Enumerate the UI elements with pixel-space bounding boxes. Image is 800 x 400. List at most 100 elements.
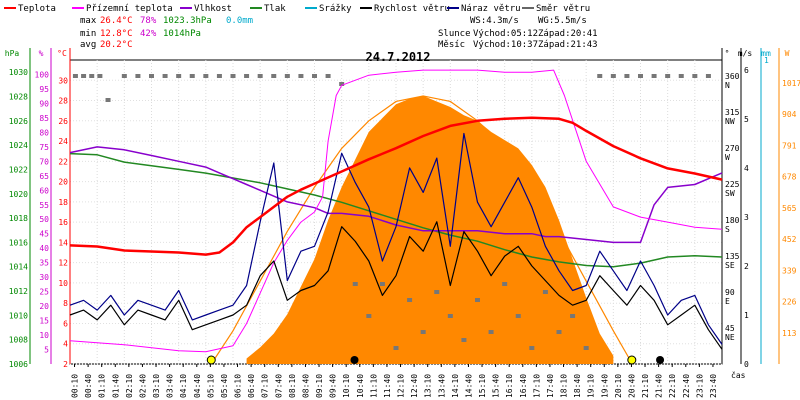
x-tick-label: 03:40 bbox=[166, 374, 175, 398]
chart-title: 24.7.2012 bbox=[365, 50, 430, 64]
pressure-tick-label: 1026 bbox=[9, 117, 28, 126]
wind-direction-point bbox=[447, 314, 453, 318]
wind-direction-point bbox=[705, 74, 711, 78]
temp_c-tick-label: 2 bbox=[63, 360, 68, 369]
wind-direction-point bbox=[678, 74, 684, 78]
x-tick-label: 18:40 bbox=[573, 374, 582, 398]
wind-direction-point bbox=[393, 346, 399, 350]
stat-sunset: Západ:20:41 bbox=[538, 29, 598, 39]
x-tick-label: 01:10 bbox=[98, 374, 107, 398]
solar-tick-label: 452 bbox=[782, 235, 797, 244]
wind-direction-point bbox=[692, 74, 698, 78]
wind-direction-point bbox=[121, 74, 127, 78]
stat-moon-label: Měsíc bbox=[438, 40, 465, 50]
wind-direction-point bbox=[339, 82, 345, 86]
wind_speed-tick-label: 3 bbox=[744, 213, 749, 222]
stat-wg: WG:5.5m/s bbox=[538, 16, 587, 26]
legend: Teplota Přízemní teplota Vlhkost Tlak Srážky… bbox=[4, 4, 590, 14]
x-tick-label: 07:10 bbox=[261, 374, 270, 398]
x-tick-label: 06:40 bbox=[247, 374, 256, 398]
wind-direction-point bbox=[352, 282, 358, 286]
wind-direction-point bbox=[216, 74, 222, 78]
wind-direction-point bbox=[407, 298, 413, 302]
temp_c-tick-label: 20 bbox=[58, 178, 68, 187]
x-tick-label: 16:40 bbox=[519, 374, 528, 398]
stat-max-press: 1023.3hPa bbox=[163, 16, 212, 26]
series-wind-gust-line bbox=[69, 132, 723, 345]
series-pressure-line bbox=[69, 152, 723, 268]
humidity-tick-label: 90 bbox=[39, 99, 49, 108]
wind_dir-tick-sublabel: S bbox=[725, 225, 730, 234]
x-tick-label: 15:10 bbox=[478, 374, 487, 398]
wind-direction-point bbox=[81, 74, 87, 78]
temp_c-tick-label: 28 bbox=[58, 97, 68, 106]
humidity-tick-label: 60 bbox=[39, 186, 49, 195]
sunset-marker bbox=[627, 355, 637, 365]
temp_c-tick-label: 4 bbox=[63, 340, 68, 349]
wind-direction-layer bbox=[72, 74, 711, 350]
wind-direction-point bbox=[638, 74, 643, 78]
legend-label-3: Tlak bbox=[264, 4, 286, 14]
x-tick-label: 06:10 bbox=[234, 374, 243, 398]
pressure-tick-label: 1018 bbox=[9, 214, 28, 223]
pressure-tick-label: 1024 bbox=[9, 141, 28, 150]
stat-max-hum: 78% bbox=[140, 16, 157, 26]
stat-max-temp: 26.4°C bbox=[100, 16, 133, 26]
series-temperature-line bbox=[69, 116, 723, 256]
wind-direction-point bbox=[271, 74, 277, 78]
legend-label-1: Přízemní teplota bbox=[86, 4, 173, 14]
legend-label-7: Směr větru bbox=[536, 4, 590, 14]
legend-label-6: Náraz větru bbox=[461, 4, 521, 14]
rain-tick-label: 1 bbox=[764, 56, 769, 65]
x-tick-label: 20:10 bbox=[614, 374, 623, 398]
x-tick-label: 12:40 bbox=[410, 374, 419, 398]
x-tick-label: 11:10 bbox=[369, 374, 378, 398]
humidity-axis-title: % bbox=[39, 49, 44, 58]
humidity-tick-label: 95 bbox=[39, 85, 49, 94]
wind-direction-point bbox=[162, 74, 168, 78]
wind-direction-point bbox=[556, 330, 562, 334]
wind-direction-point bbox=[366, 314, 372, 318]
legend-label-0: Teplota bbox=[18, 4, 56, 14]
wind-direction-point bbox=[244, 74, 250, 78]
humidity-tick-label: 25 bbox=[39, 288, 49, 297]
wind-direction-point bbox=[230, 74, 236, 78]
wind-direction-point bbox=[488, 330, 494, 334]
solar-tick-label: 791 bbox=[782, 141, 797, 150]
wind_dir-tick-sublabel: N bbox=[725, 81, 730, 90]
wind-direction-point bbox=[542, 290, 548, 294]
x-tick-label: 03:10 bbox=[152, 374, 161, 398]
wind-direction-point bbox=[583, 346, 589, 350]
sunrise-marker bbox=[206, 355, 216, 365]
x-tick-label: 09:10 bbox=[315, 374, 324, 398]
stat-avg-label: avg bbox=[80, 40, 96, 50]
wind-direction-point bbox=[312, 74, 317, 78]
wind_speed-tick-label: 1 bbox=[744, 311, 749, 320]
humidity-tick-label: 40 bbox=[39, 244, 49, 253]
wind_dir-tick-label: 45 bbox=[725, 324, 735, 333]
wind-direction-point bbox=[529, 346, 535, 350]
rain-axis-title: mm bbox=[761, 49, 771, 58]
left-axes: hPa1006100810101012101410161018102010221… bbox=[5, 48, 71, 369]
wind_dir-tick-label: 225 bbox=[725, 180, 740, 189]
humidity-tick-label: 10 bbox=[39, 331, 49, 340]
wind_speed-tick-label: 4 bbox=[744, 164, 749, 173]
pressure-tick-label: 1030 bbox=[9, 68, 28, 77]
pressure-tick-label: 1028 bbox=[9, 92, 28, 101]
stat-min-label: min bbox=[80, 29, 96, 39]
wind_speed-tick-label: 2 bbox=[744, 262, 749, 271]
pressure-tick-label: 1010 bbox=[9, 311, 28, 320]
x-tick-label: 04:10 bbox=[179, 374, 188, 398]
x-tick-label: 02:40 bbox=[138, 374, 147, 398]
humidity-tick-label: 50 bbox=[39, 215, 49, 224]
stat-avg-temp: 20.2°C bbox=[100, 40, 133, 50]
pressure-tick-label: 1014 bbox=[9, 263, 28, 272]
moonrise-marker bbox=[350, 356, 359, 364]
wind-direction-point bbox=[97, 74, 103, 78]
stat-moonset: Západ:21:43 bbox=[538, 40, 598, 50]
wind-direction-point bbox=[570, 314, 576, 318]
wind_dir-tick-label: 135 bbox=[725, 252, 740, 261]
x-tick-label: 10:10 bbox=[342, 374, 351, 398]
x-tick-label: 13:10 bbox=[424, 374, 433, 398]
